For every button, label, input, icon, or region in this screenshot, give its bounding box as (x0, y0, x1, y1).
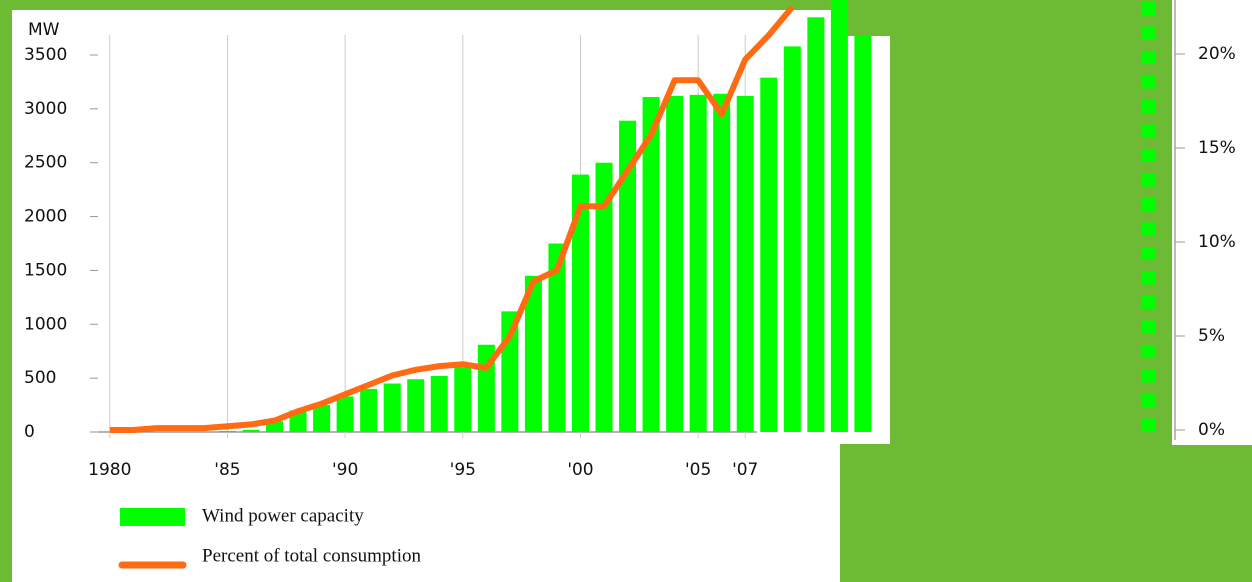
bar (242, 429, 260, 432)
y2-tick-label: 15% (1198, 138, 1236, 158)
bar (383, 383, 401, 432)
x-tick-label: '90 (332, 460, 358, 480)
decoration (1142, 2, 1155, 432)
y-tick-label: 500 (24, 368, 56, 388)
y-tick-label: 1000 (24, 314, 67, 334)
y2-tick-label: 5% (1198, 326, 1225, 346)
bar (760, 77, 778, 433)
bar (266, 421, 284, 432)
y-tick-label: 3500 (24, 45, 67, 65)
dot (1142, 296, 1155, 309)
bar (571, 174, 589, 432)
x-tick-label: '85 (214, 460, 240, 480)
dot (1142, 124, 1155, 138)
y-tick-label: 0 (24, 422, 35, 442)
y2-tick-label: 20% (1198, 44, 1236, 64)
bar (336, 396, 354, 432)
bar (454, 367, 472, 432)
bar (783, 46, 801, 432)
bar (830, 0, 848, 433)
line (109, 5, 795, 433)
dot (1142, 345, 1155, 358)
y-tick-label: 1500 (24, 260, 67, 280)
bar (807, 17, 825, 433)
y-tick-label: 2000 (24, 207, 67, 227)
dot (1142, 222, 1155, 236)
bar (619, 120, 637, 432)
bar (713, 93, 731, 432)
y-tick-label: 3000 (24, 99, 67, 119)
x-tick-label: '95 (450, 460, 476, 480)
dot (1142, 2, 1155, 15)
bar (430, 375, 448, 432)
dot (1142, 198, 1155, 211)
dot (1142, 149, 1155, 162)
legend-label: Percent of total consumption (202, 545, 421, 566)
dot (1142, 75, 1155, 89)
x-tick-label: '07 (732, 460, 758, 480)
dot (1142, 247, 1155, 260)
legend-swatch (120, 508, 185, 526)
y2-tick-label: 0% (1198, 420, 1225, 440)
x-tick-label: '00 (567, 460, 593, 480)
bar (689, 94, 707, 433)
dot (1142, 26, 1155, 40)
bar (524, 275, 542, 432)
bar (360, 388, 378, 432)
y-tick-label: 2500 (24, 153, 67, 173)
bar (642, 97, 660, 432)
bar (218, 430, 236, 432)
legend-label: Wind power capacity (202, 505, 364, 526)
dot (1142, 394, 1155, 407)
dot (1142, 320, 1155, 334)
bar (595, 162, 613, 432)
dot (1142, 51, 1155, 64)
dot (1142, 271, 1155, 285)
bar (407, 379, 425, 432)
dot (1142, 100, 1155, 113)
y2-tick-label: 10% (1198, 232, 1236, 252)
bar (666, 95, 684, 432)
right-panel (1172, 0, 1252, 445)
x-tick-label: '05 (685, 460, 711, 480)
bar (548, 243, 566, 432)
dot (1142, 369, 1155, 383)
dot (1142, 418, 1155, 432)
bar (854, 35, 872, 433)
x-tick-label: 1980 (88, 460, 131, 480)
y-axis-label: MW (28, 20, 60, 40)
dot (1142, 173, 1155, 187)
bar (736, 95, 754, 432)
bar (313, 405, 331, 432)
